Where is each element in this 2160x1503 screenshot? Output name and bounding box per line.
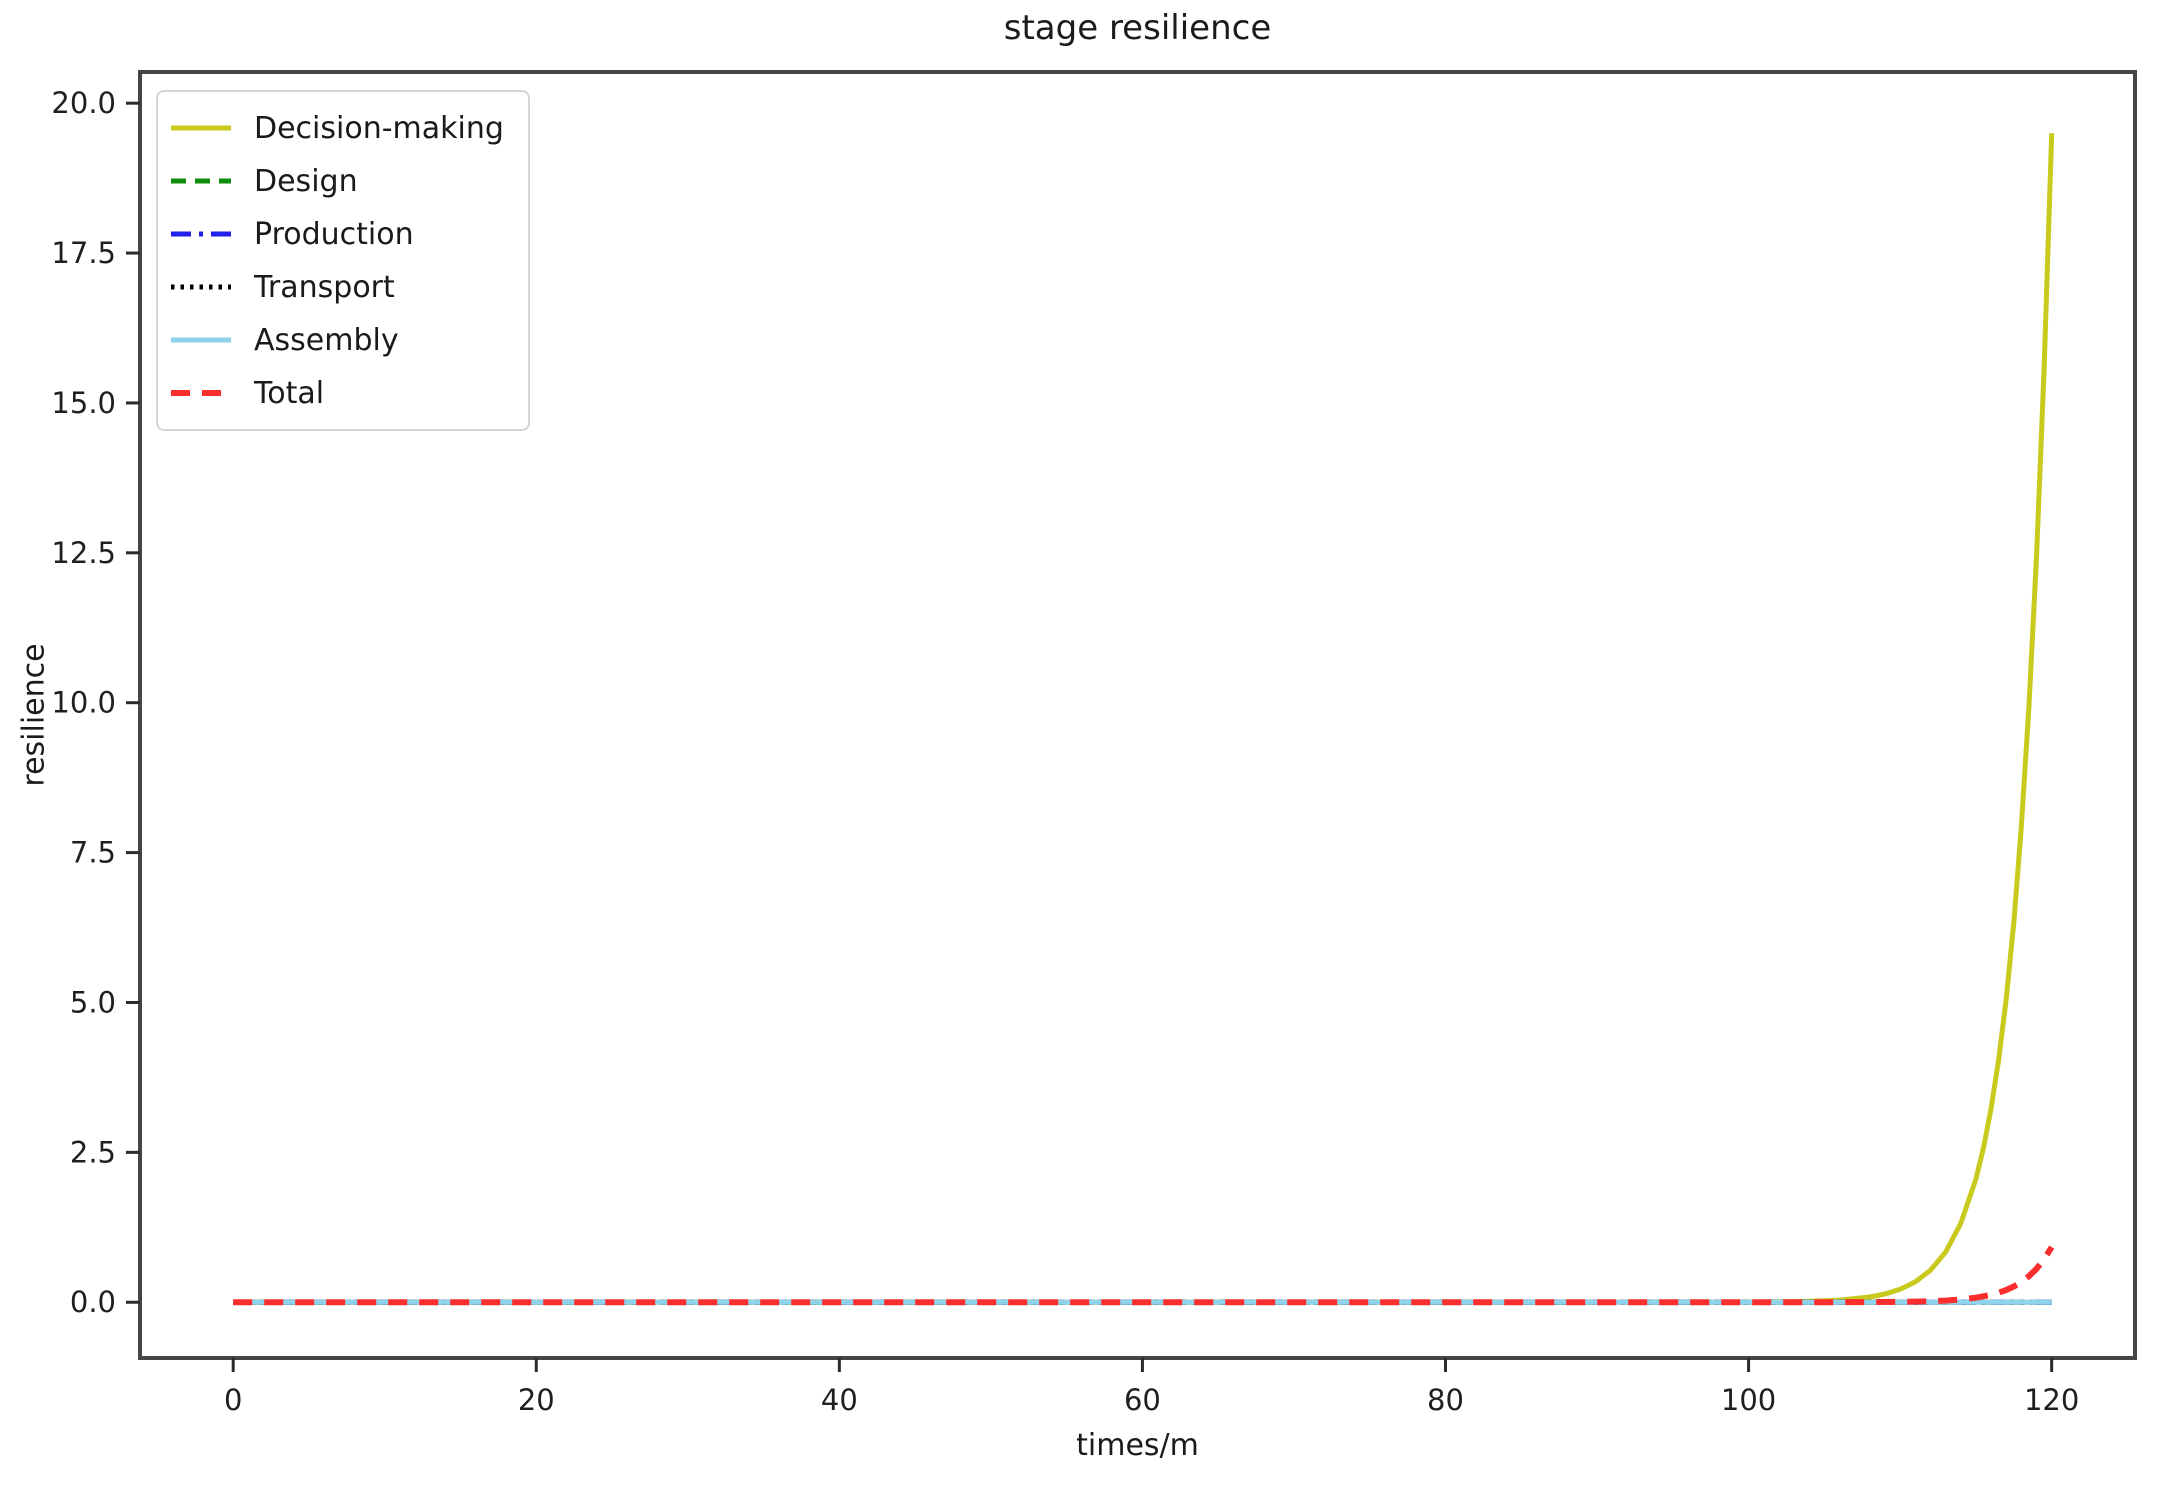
- legend-item-transport: Transport: [170, 267, 504, 307]
- legend-line-sample-design: [171, 178, 231, 184]
- legend-item-design: Design: [170, 161, 504, 201]
- x-tick-label: 60: [1124, 1383, 1161, 1417]
- series-line-total: [233, 1245, 2055, 1306]
- legend-item-production: Production: [170, 214, 504, 254]
- legend-label-transport: Transport: [254, 269, 395, 305]
- chart-title: stage resilience: [1003, 8, 1272, 48]
- legend-line-sample-production: [171, 231, 231, 237]
- legend-item-assembly: Assembly: [170, 320, 504, 360]
- y-tick-label: 7.5: [70, 836, 116, 870]
- x-tick-label: 80: [1427, 1383, 1464, 1417]
- legend-item-decision-making: Decision-making: [170, 108, 504, 148]
- y-tick-label: 17.5: [51, 236, 116, 270]
- legend-line-sample-assembly: [171, 337, 231, 343]
- legend-label-total: Total: [254, 375, 325, 411]
- legend-label-decision-making: Decision-making: [254, 110, 504, 146]
- y-axis-label: resilience: [16, 643, 52, 787]
- x-axis-label: times/m: [1076, 1428, 1199, 1463]
- legend-line-sample-transport: [171, 284, 231, 290]
- legend-label-production: Production: [254, 216, 414, 252]
- y-tick-label: 20.0: [51, 86, 116, 120]
- legend-line-sample-total: [171, 390, 231, 396]
- x-tick-label: 100: [1721, 1383, 1776, 1417]
- x-tick-label: 40: [821, 1383, 858, 1417]
- legend-label-design: Design: [254, 163, 358, 199]
- x-tick-label: 120: [2024, 1383, 2079, 1417]
- y-tick-label: 5.0: [70, 985, 116, 1019]
- legend-item-total: Total: [170, 373, 504, 413]
- y-tick-label: 10.0: [51, 686, 116, 720]
- x-tick-label: 20: [518, 1383, 555, 1417]
- plot-border: [138, 70, 2137, 1360]
- y-tick-label: 15.0: [51, 386, 116, 420]
- y-tick-label: 2.5: [70, 1135, 116, 1169]
- y-tick-label: 0.0: [70, 1285, 116, 1319]
- x-tick-label: 0: [224, 1383, 242, 1417]
- legend-label-assembly: Assembly: [254, 322, 399, 358]
- y-tick-label: 12.5: [51, 536, 116, 570]
- legend-line-sample-decision-making: [171, 125, 231, 131]
- legend: Decision-making Design Production Transport…: [156, 90, 530, 431]
